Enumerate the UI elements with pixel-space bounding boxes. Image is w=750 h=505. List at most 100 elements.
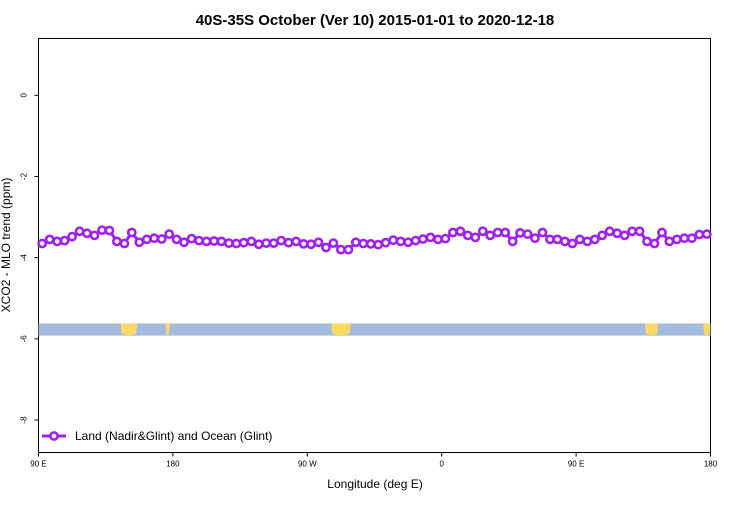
land-patch-4 bbox=[703, 323, 711, 336]
series-point-41 bbox=[343, 244, 354, 255]
series-point-30 bbox=[261, 238, 272, 248]
series-point-3 bbox=[59, 235, 70, 246]
land-patch-3 bbox=[644, 323, 659, 336]
y-tick-label-2: -4 bbox=[20, 254, 29, 262]
series-point-12 bbox=[126, 227, 137, 238]
series-point-26 bbox=[231, 238, 242, 249]
series-point-88 bbox=[694, 229, 705, 240]
series-point-2 bbox=[52, 236, 63, 247]
y-axis-ticks: 0 -2 -4 -6 -8 bbox=[20, 93, 39, 424]
land-patch-layer bbox=[120, 323, 711, 336]
series-point-20 bbox=[186, 233, 197, 244]
series-point-61 bbox=[492, 227, 503, 238]
series-point-42 bbox=[350, 237, 361, 248]
series-point-67 bbox=[537, 227, 548, 238]
chart-title: 40S-35S October (Ver 10) 2015-01-01 to 2… bbox=[196, 12, 555, 29]
series-point-39 bbox=[328, 238, 339, 248]
y-tick-label-4: -8 bbox=[20, 416, 29, 424]
series-point-62 bbox=[500, 227, 511, 238]
series-point-63 bbox=[507, 236, 518, 247]
series-point-64 bbox=[515, 227, 525, 238]
y-tick-label-1: -2 bbox=[20, 172, 29, 180]
series-point-19 bbox=[179, 237, 189, 248]
x-tick-label-4: 90 E bbox=[568, 460, 584, 469]
land-patch-1 bbox=[165, 323, 170, 336]
series-point-69 bbox=[552, 234, 563, 245]
series-point-55 bbox=[447, 227, 458, 238]
series-point-53 bbox=[433, 234, 443, 245]
series-point-80 bbox=[634, 226, 645, 237]
series-point-5 bbox=[74, 226, 85, 237]
series-point-56 bbox=[455, 226, 466, 237]
series-point-48 bbox=[395, 236, 406, 247]
series-point-89 bbox=[701, 229, 712, 239]
series-point-66 bbox=[530, 233, 540, 244]
series-point-76 bbox=[604, 226, 615, 237]
series-point-31 bbox=[268, 238, 279, 248]
series-point-51 bbox=[418, 234, 428, 244]
series-point-25 bbox=[223, 238, 234, 248]
x-axis-ticks: 90 E 180 90 W 0 90 E 180 bbox=[30, 452, 718, 469]
series-point-22 bbox=[201, 236, 212, 247]
series-point-49 bbox=[403, 237, 413, 248]
series-point-79 bbox=[627, 226, 637, 237]
series-point-7 bbox=[89, 230, 100, 241]
series-point-43 bbox=[358, 238, 369, 249]
series-point-16 bbox=[156, 234, 167, 244]
series-point-37 bbox=[313, 237, 324, 248]
series-point-24 bbox=[216, 236, 227, 247]
series-point-44 bbox=[365, 238, 376, 249]
series-point-13 bbox=[134, 237, 145, 248]
series-point-34 bbox=[291, 236, 301, 247]
series-point-21 bbox=[194, 235, 204, 246]
series-point-27 bbox=[238, 237, 249, 248]
x-tick-label-1: 180 bbox=[166, 460, 180, 469]
series-point-layer bbox=[37, 225, 712, 255]
x-tick-label-5: 180 bbox=[704, 460, 718, 469]
series-point-82 bbox=[649, 238, 660, 249]
series-point-45 bbox=[373, 239, 384, 250]
series-point-81 bbox=[642, 236, 652, 247]
y-tick-label-0: 0 bbox=[20, 93, 29, 98]
series-point-83 bbox=[657, 227, 667, 238]
series-point-73 bbox=[582, 236, 593, 247]
series-point-54 bbox=[440, 233, 451, 244]
series-point-10 bbox=[112, 236, 122, 247]
series-point-40 bbox=[335, 244, 346, 255]
series-point-75 bbox=[597, 230, 608, 241]
series-point-65 bbox=[522, 229, 533, 239]
series-point-4 bbox=[67, 231, 77, 242]
series-point-59 bbox=[477, 226, 488, 237]
series-point-6 bbox=[82, 228, 92, 239]
legend-label: Land (Nadir&Glint) and Ocean (Glint) bbox=[75, 429, 272, 443]
series-point-17 bbox=[164, 229, 175, 239]
series-point-78 bbox=[619, 230, 630, 241]
series-point-9 bbox=[104, 225, 115, 236]
series-point-70 bbox=[560, 236, 570, 247]
series-point-28 bbox=[246, 236, 257, 247]
series-point-15 bbox=[149, 233, 160, 244]
series-point-71 bbox=[567, 238, 578, 249]
land-patch-2 bbox=[331, 323, 351, 336]
series-point-72 bbox=[574, 234, 585, 245]
x-tick-label-3: 0 bbox=[439, 460, 444, 469]
legend-marker-swatch bbox=[49, 431, 59, 441]
series-point-33 bbox=[283, 237, 294, 248]
series-point-14 bbox=[141, 234, 152, 245]
series-point-52 bbox=[425, 232, 436, 243]
series-point-0 bbox=[37, 238, 48, 249]
ocean-band bbox=[38, 323, 711, 336]
series-point-85 bbox=[672, 234, 682, 245]
series-point-11 bbox=[119, 238, 130, 249]
y-tick-label-3: -6 bbox=[20, 335, 29, 343]
series-point-18 bbox=[171, 234, 182, 245]
series-point-1 bbox=[44, 234, 55, 245]
legend: Land (Nadir&Glint) and Ocean (Glint) bbox=[42, 429, 272, 443]
series-point-58 bbox=[470, 232, 481, 243]
land-patch-0 bbox=[120, 323, 138, 336]
x-axis-label: Longitude (deg E) bbox=[327, 477, 422, 491]
series-point-57 bbox=[462, 230, 473, 241]
series-point-87 bbox=[686, 233, 697, 244]
